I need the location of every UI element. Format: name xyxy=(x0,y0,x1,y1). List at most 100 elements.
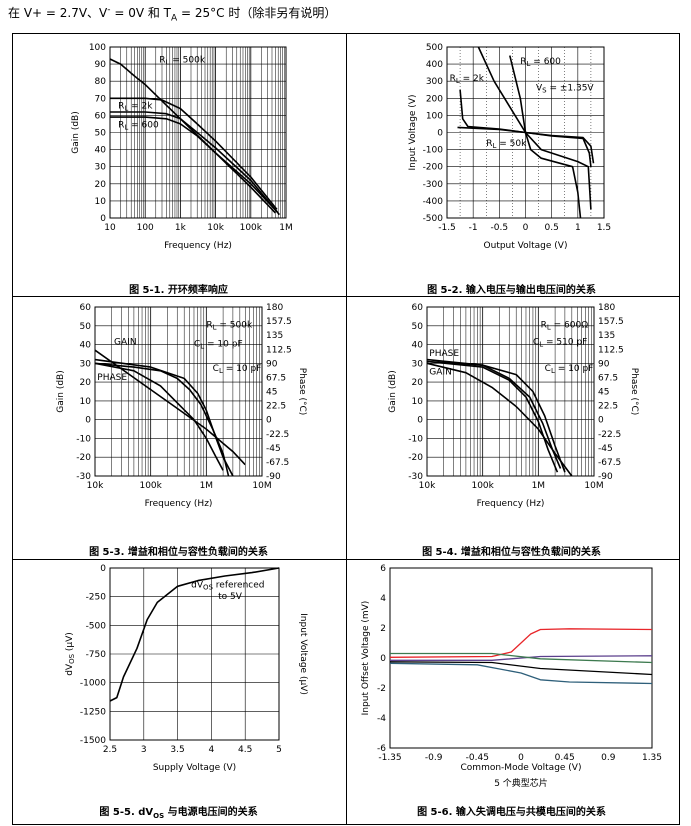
x-tick-label: -1.35 xyxy=(378,753,401,763)
y2-axis-label: Input Voltage (µV) xyxy=(298,613,308,695)
y2-tick-label: -45 xyxy=(266,444,281,454)
y-tick-label: 40 xyxy=(95,146,107,156)
series-line-4 xyxy=(110,111,281,216)
series-line-5 xyxy=(389,662,653,685)
y2-tick-label: 45 xyxy=(266,388,277,398)
y-tick-label: 30 xyxy=(95,163,107,173)
y-tick-label: -100 xyxy=(423,146,444,156)
x-tick-label: 100k xyxy=(471,481,494,491)
y-tick-label: 0 xyxy=(437,129,443,139)
annotation-label: GAIN xyxy=(114,338,137,348)
x-tick-label: -1.5 xyxy=(438,223,456,233)
y2-tick-label: -45 xyxy=(598,444,613,454)
series-line-1 xyxy=(109,567,280,702)
annotation-label: CL = 10 pF xyxy=(545,364,594,375)
plot-frame xyxy=(109,46,287,219)
x-tick-label: 4 xyxy=(209,745,215,755)
y2-tick-label: 157.5 xyxy=(266,317,292,327)
annotation-label: RL = 2k xyxy=(450,74,485,85)
y-tick-label: -30 xyxy=(408,472,423,482)
y-tick-label: 0 xyxy=(85,416,91,426)
caption-fig-5-1: 图 5-1. 开环频率响应 xyxy=(129,285,228,296)
y-tick-label: -30 xyxy=(76,472,91,482)
y-tick-label: 10 xyxy=(80,397,92,407)
x-tick-label: 0.9 xyxy=(601,753,616,763)
y-tick-label: 60 xyxy=(412,303,424,313)
y-axis-label: Gain (dB) xyxy=(56,370,66,412)
y-tick-label: -250 xyxy=(86,593,107,603)
x-tick-label: 100k xyxy=(240,223,263,233)
x-axis-label: Frequency (Hz) xyxy=(477,499,545,509)
y-tick-label: -2 xyxy=(377,684,386,694)
x-axis-label: Frequency (Hz) xyxy=(145,499,213,509)
y2-tick-label: 67.5 xyxy=(598,373,618,383)
y-tick-label: 60 xyxy=(95,111,107,121)
y2-tick-label: 135 xyxy=(598,331,615,341)
y2-tick-label: 67.5 xyxy=(266,373,286,383)
y-tick-label: 200 xyxy=(426,94,443,104)
x-tick-label: 2.5 xyxy=(103,745,117,755)
figure-grid xyxy=(12,33,680,825)
x-tick-label: 10M xyxy=(584,481,603,491)
x-tick-label: 0.5 xyxy=(545,223,559,233)
y-tick-label: -4 xyxy=(377,714,386,724)
y-tick-label: -300 xyxy=(423,180,444,190)
y-tick-label: 50 xyxy=(95,129,107,139)
x-tick-label: -0.45 xyxy=(466,753,489,763)
y-tick-label: 30 xyxy=(412,359,424,369)
x-tick-label: 100 xyxy=(137,223,154,233)
y2-tick-label: -67.5 xyxy=(598,458,621,468)
annotation-label: VS = ±1.35V xyxy=(536,84,594,95)
annotation-label: RL = 600Ω xyxy=(541,321,589,332)
y2-tick-label: 180 xyxy=(598,303,615,313)
y2-tick-label: 180 xyxy=(266,303,283,313)
plot-frame xyxy=(389,567,653,749)
y-tick-label: 300 xyxy=(426,77,443,87)
x-tick-label: 0.45 xyxy=(555,753,575,763)
y2-tick-label: 45 xyxy=(598,388,609,398)
x-tick-label: 1 xyxy=(575,223,581,233)
y2-tick-label: -90 xyxy=(598,472,613,482)
x-tick-label: 10k xyxy=(419,481,436,491)
caption-fig-5-6: 图 5-6. 输入失调电压与共模电压间的关系 xyxy=(417,807,606,818)
x-axis-label: Supply Voltage (V) xyxy=(153,763,236,773)
caption-fig-5-5: 图 5-5. dVOS 与电源电压间的关系 xyxy=(99,807,258,820)
x-tick-label: 10 xyxy=(104,223,116,233)
y2-tick-label: 112.5 xyxy=(598,345,624,355)
y-axis-label: dVOS (µV) xyxy=(65,632,76,676)
series-line-2 xyxy=(94,362,230,477)
y-tick-label: 2 xyxy=(380,624,386,634)
y-tick-label: 30 xyxy=(80,359,92,369)
y-axis-label: Input Offset Voltage (mV) xyxy=(361,601,371,716)
plot-frame xyxy=(426,306,595,477)
series-line-2 xyxy=(426,362,573,477)
plot-frame xyxy=(109,567,280,741)
annotation-label: GAIN xyxy=(429,368,452,378)
series-line-3 xyxy=(390,652,653,664)
y-tick-label: 20 xyxy=(412,378,424,388)
series-line-3 xyxy=(94,358,234,477)
y2-tick-label: 90 xyxy=(598,359,610,369)
x-tick-label: 0 xyxy=(518,753,524,763)
caption-fig-5-3: 图 5-3. 增益和相位与容性负载间的关系 xyxy=(89,547,268,558)
y2-tick-label: 0 xyxy=(598,416,604,426)
series-line-1 xyxy=(109,58,276,214)
x-tick-label: 10k xyxy=(87,481,104,491)
x-tick-label: -0.5 xyxy=(491,223,509,233)
annotation-label: RL = 500k xyxy=(159,55,206,66)
series-line-3 xyxy=(426,360,559,473)
x-tick-label: 5 xyxy=(276,745,282,755)
y-tick-label: 100 xyxy=(89,43,106,53)
y-tick-label: 90 xyxy=(95,60,107,70)
x-tick-label: 3.5 xyxy=(170,745,184,755)
annotation-label: CL = 10 pF xyxy=(213,364,262,375)
annotation-label: PHASE xyxy=(97,373,127,383)
y-tick-label: 6 xyxy=(380,564,386,574)
y-tick-label: 0 xyxy=(380,654,386,664)
plot-frame xyxy=(94,306,263,477)
chart-note: 5 个典型芯片 xyxy=(494,777,548,789)
y-tick-label: 40 xyxy=(412,341,424,351)
y2-tick-label: -22.5 xyxy=(598,430,621,440)
y2-tick-label: 157.5 xyxy=(598,317,624,327)
y-tick-label: 20 xyxy=(95,180,107,190)
